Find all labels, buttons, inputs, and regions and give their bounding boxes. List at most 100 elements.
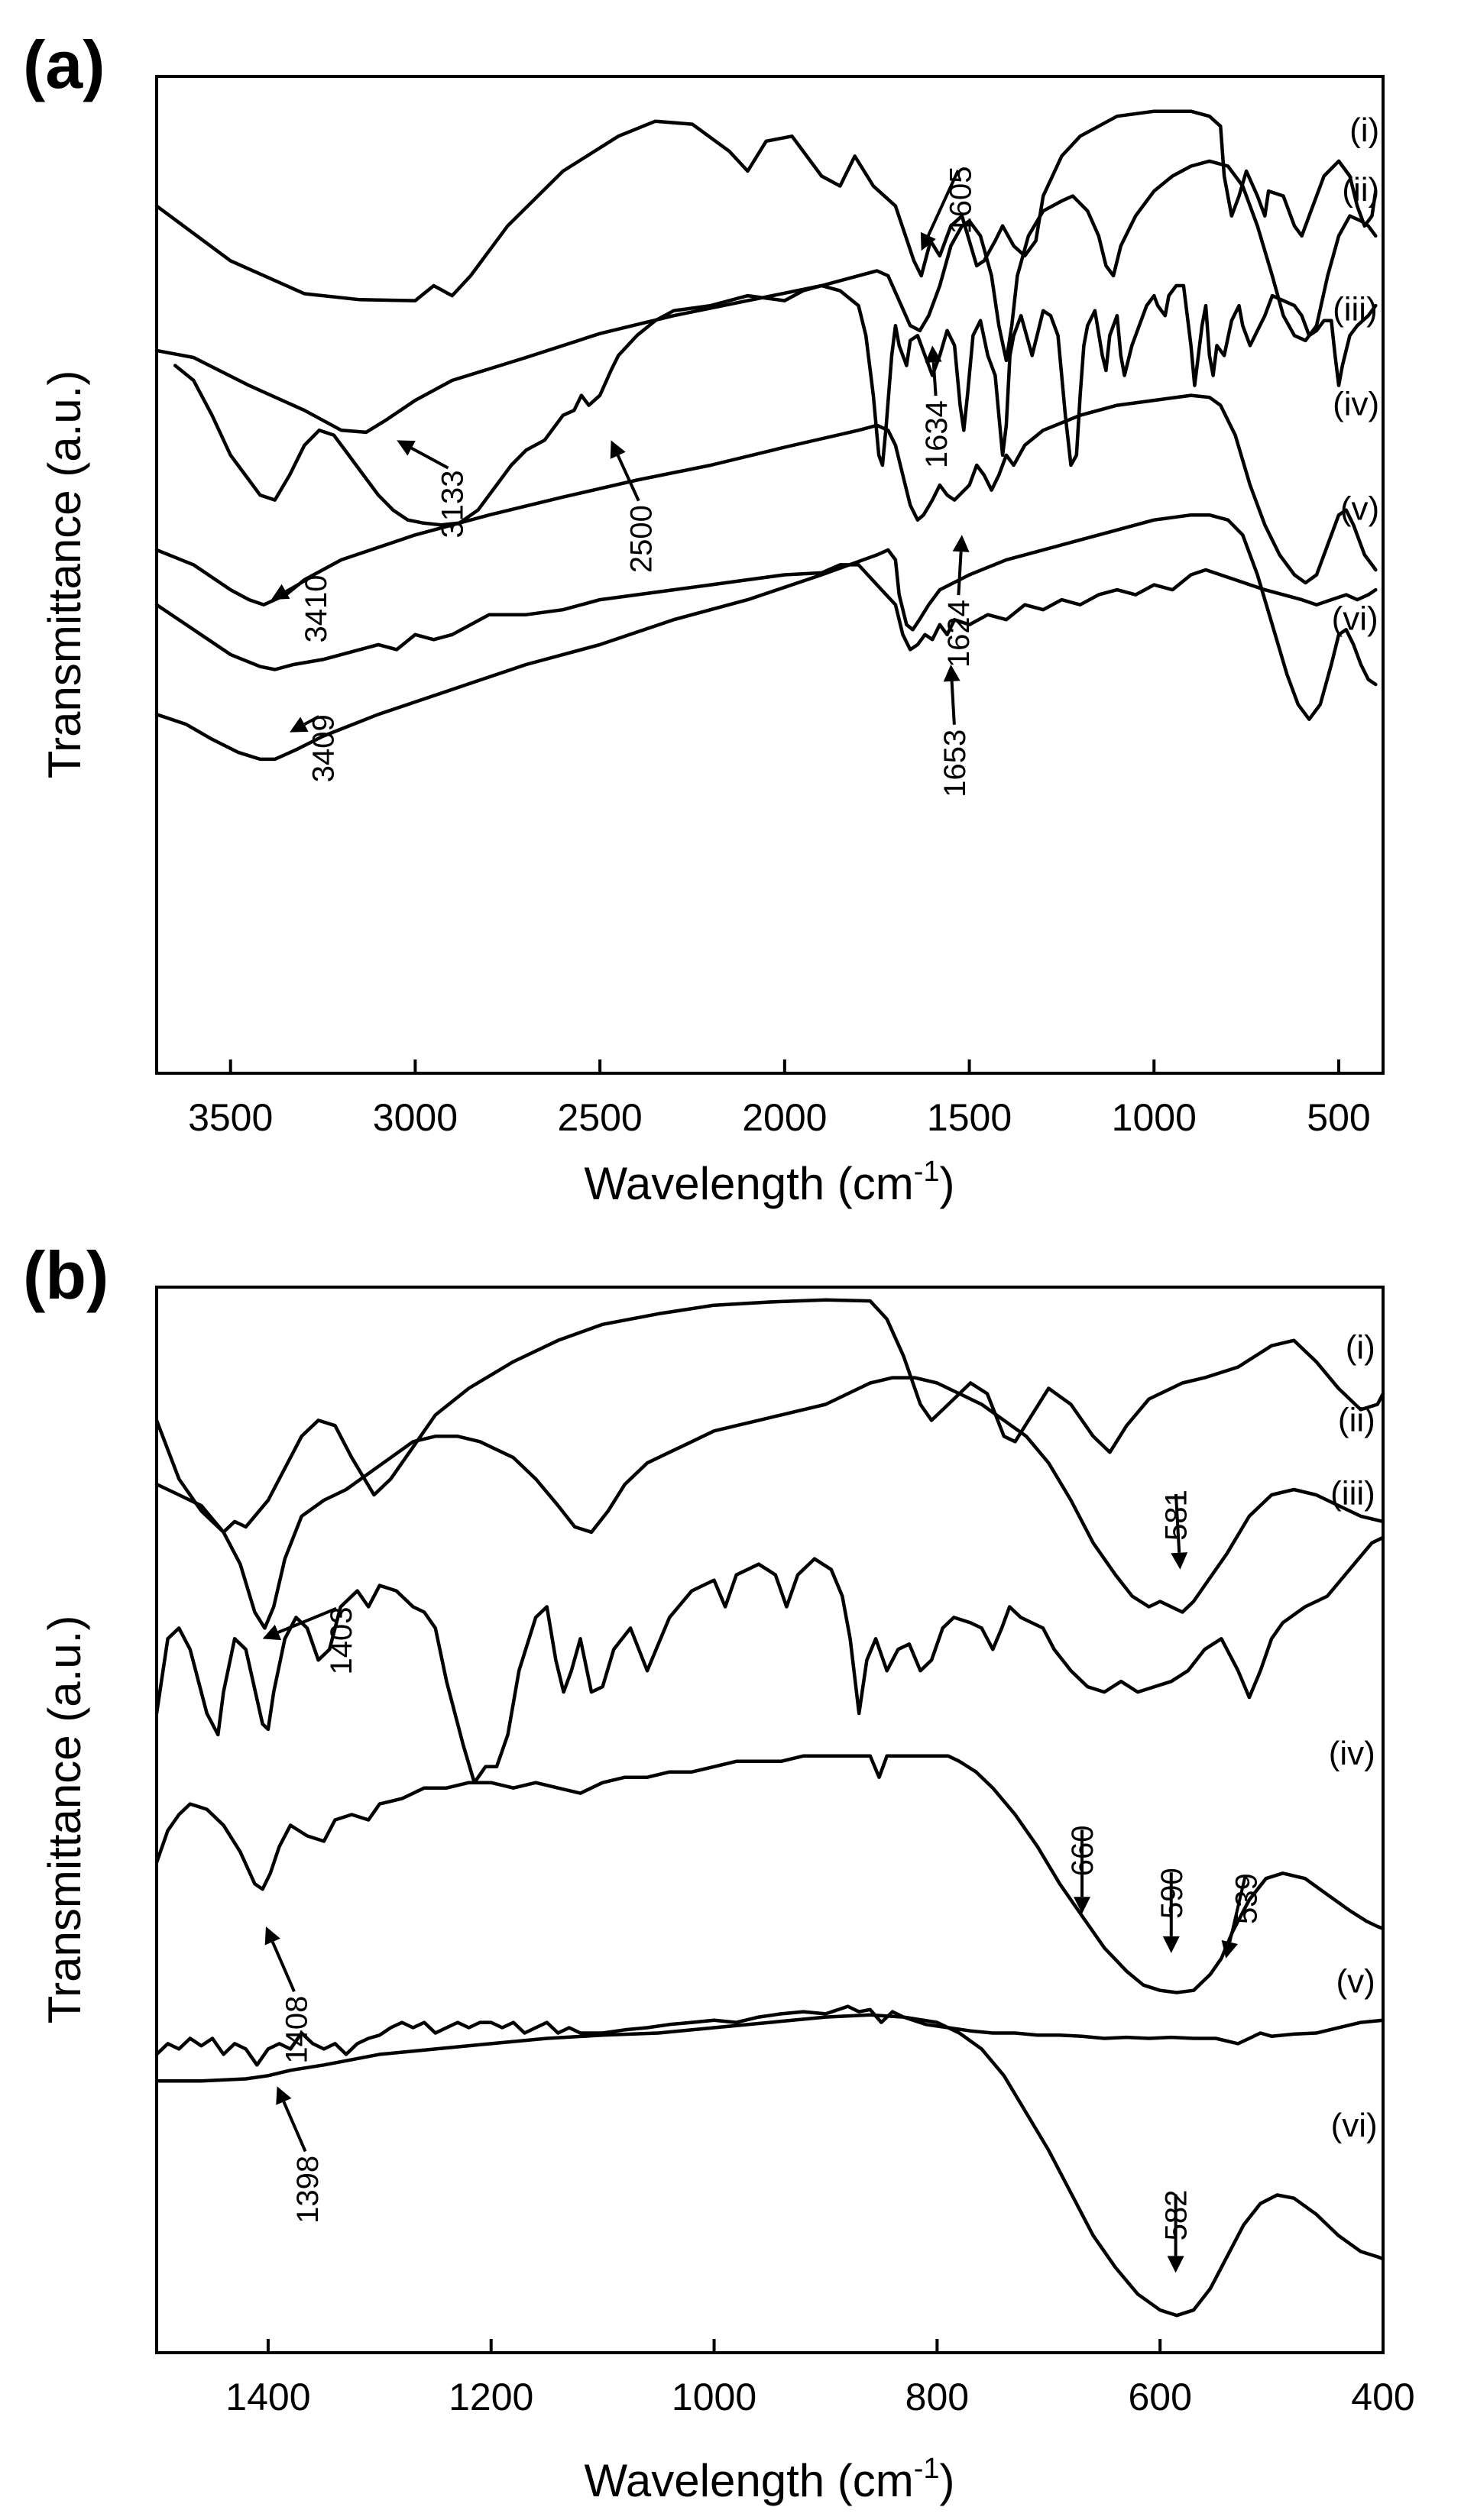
spectrum-line	[154, 393, 1378, 607]
x-tick-label: 800	[905, 2376, 969, 2418]
y-axis-title: Transmittance (a.u.)	[39, 370, 90, 779]
annotation-label: 1634	[920, 400, 954, 468]
annotation-arrowhead	[262, 1624, 282, 1641]
annotation-arrowhead	[270, 584, 290, 600]
annotation-arrowhead	[264, 1926, 280, 1946]
spectra	[154, 109, 1378, 762]
series-label: (iv)	[1333, 386, 1379, 423]
annotation-arrowhead	[920, 231, 936, 251]
annotation-label: 1624	[942, 600, 976, 668]
panel-label: (a)	[23, 27, 105, 102]
annotation-arrow	[277, 1606, 337, 1634]
annotation-arrowhead	[1221, 1939, 1239, 1959]
annotation-arrow	[950, 681, 956, 725]
x-axis-title: Wavelength (cm-1)	[584, 1156, 954, 1209]
x-tick-label: 600	[1128, 2376, 1191, 2418]
series-label: (iv)	[1329, 1735, 1375, 1772]
annotation-arrowhead	[610, 440, 626, 459]
x-tick-label: 3000	[373, 1096, 458, 1139]
annotation-arrowhead	[290, 717, 309, 733]
x-ticks: 1400 1200 1000 800 600 400	[225, 2339, 1415, 2418]
annotation-label: 1408	[280, 1996, 313, 2064]
curve-labels: (i) (ii) (iii) (iv) (v) (vi)	[1332, 112, 1380, 637]
annotation-label: 1653	[938, 729, 972, 797]
peak-annotations: 581 1403 660 590 539 1408 582 1398	[262, 1490, 1264, 2273]
spectrum-line	[154, 159, 1378, 435]
x-tick-label: 1200	[449, 2376, 533, 2418]
x-tick-label: 1500	[927, 1096, 1012, 1139]
x-tick-label: 3500	[188, 1096, 273, 1139]
annotation-label: 3410	[300, 575, 333, 643]
series-label: (i)	[1349, 112, 1379, 149]
x-tick-label: 400	[1351, 2376, 1414, 2418]
annotation-label: 3409	[307, 714, 341, 782]
annotation-arrowhead	[1171, 1552, 1188, 1570]
annotation-arrow	[616, 455, 640, 502]
series-label: (iii)	[1330, 1475, 1375, 1512]
annotation-label: 539	[1230, 1873, 1264, 1924]
annotation-label: 1605	[944, 166, 977, 234]
series-label: (vi)	[1331, 2107, 1378, 2144]
annotation-label: 582	[1160, 2190, 1194, 2241]
annotation-arrowhead	[952, 535, 970, 552]
peak-annotations: 1605 1634 3133 2500 3410 1624 3409 1653	[270, 166, 977, 797]
plot-frame	[155, 75, 1385, 1075]
annotation-arrowhead	[276, 2086, 292, 2105]
x-tick-label: 1000	[672, 2376, 756, 2418]
x-ticks: 3500 3000 2500 2000 1500 1000 500	[188, 1059, 1371, 1139]
x-tick-label: 1400	[225, 2376, 310, 2418]
panel-b: (b) 1400 1200 1000 800 600 400 (i)(ii)(iii)(i…	[23, 1237, 1415, 2506]
annotation-arrowhead	[943, 664, 961, 682]
x-tick-label: 2000	[742, 1096, 827, 1139]
spectrum-line	[154, 563, 1378, 671]
annotation-label: 1403	[325, 1607, 358, 1675]
annotation-arrow	[927, 170, 960, 237]
annotation-arrow	[282, 2101, 307, 2153]
x-axis-title-superscript: -1	[914, 1156, 940, 1188]
annotation-arrow	[1228, 1877, 1247, 1943]
annotation-arrow	[931, 362, 938, 396]
x-tick-label: 2500	[558, 1096, 643, 1139]
spectrum-line	[154, 1535, 1385, 1784]
series-label: (ii)	[1338, 1401, 1375, 1438]
series-label: (v)	[1336, 1962, 1375, 2000]
annotation-arrow	[410, 447, 449, 470]
annotation-arrowhead	[1074, 1897, 1091, 1914]
x-axis-title-main: Wavelength (cm	[584, 1158, 913, 1209]
annotation-arrowhead	[925, 345, 942, 364]
annotation-label: 2500	[624, 505, 658, 573]
annotation-label: 660	[1066, 1825, 1100, 1876]
series-label: (vi)	[1332, 600, 1378, 637]
x-axis-title-close: )	[940, 1158, 955, 1209]
annotation-arrow	[1174, 1493, 1181, 1553]
series-label: (v)	[1340, 490, 1379, 528]
annotation-arrow	[957, 552, 963, 596]
spectrum-line	[154, 1754, 1385, 1994]
spectrum-line	[154, 1376, 1385, 1630]
plot-frame	[155, 1286, 1385, 2354]
curve-labels: (i) (ii) (iii) (iv) (v) (vi)	[1329, 1328, 1378, 2143]
series-label: (ii)	[1342, 171, 1379, 209]
spectra	[154, 1298, 1385, 2318]
annotation-arrowhead	[1167, 2256, 1184, 2273]
annotation-label: 581	[1160, 1490, 1194, 1541]
y-axis-title: Transmittance (a.u.)	[39, 1616, 90, 2024]
annotation-label: 3133	[436, 470, 470, 538]
x-axis-title-close: )	[940, 2455, 955, 2506]
spectrum-line	[173, 283, 1378, 527]
spectrum-line	[154, 2013, 1385, 2318]
annotation-arrow	[285, 575, 313, 594]
panel-label: (b)	[23, 1237, 109, 1313]
x-axis-title-superscript: -1	[914, 2453, 940, 2485]
x-axis-title-main: Wavelength (cm	[584, 2455, 913, 2506]
series-label: (i)	[1346, 1328, 1375, 1366]
annotation-arrow	[270, 1941, 296, 1992]
annotation-arrowhead	[1162, 1936, 1180, 1953]
spectrum-line	[154, 513, 1378, 762]
annotation-label: 590	[1155, 1868, 1189, 1919]
spectrum-line	[154, 2004, 1385, 2067]
x-axis-title: Wavelength (cm-1)	[584, 2453, 954, 2506]
series-label: (iii)	[1333, 291, 1378, 328]
spectrum-line	[154, 1298, 1385, 1535]
